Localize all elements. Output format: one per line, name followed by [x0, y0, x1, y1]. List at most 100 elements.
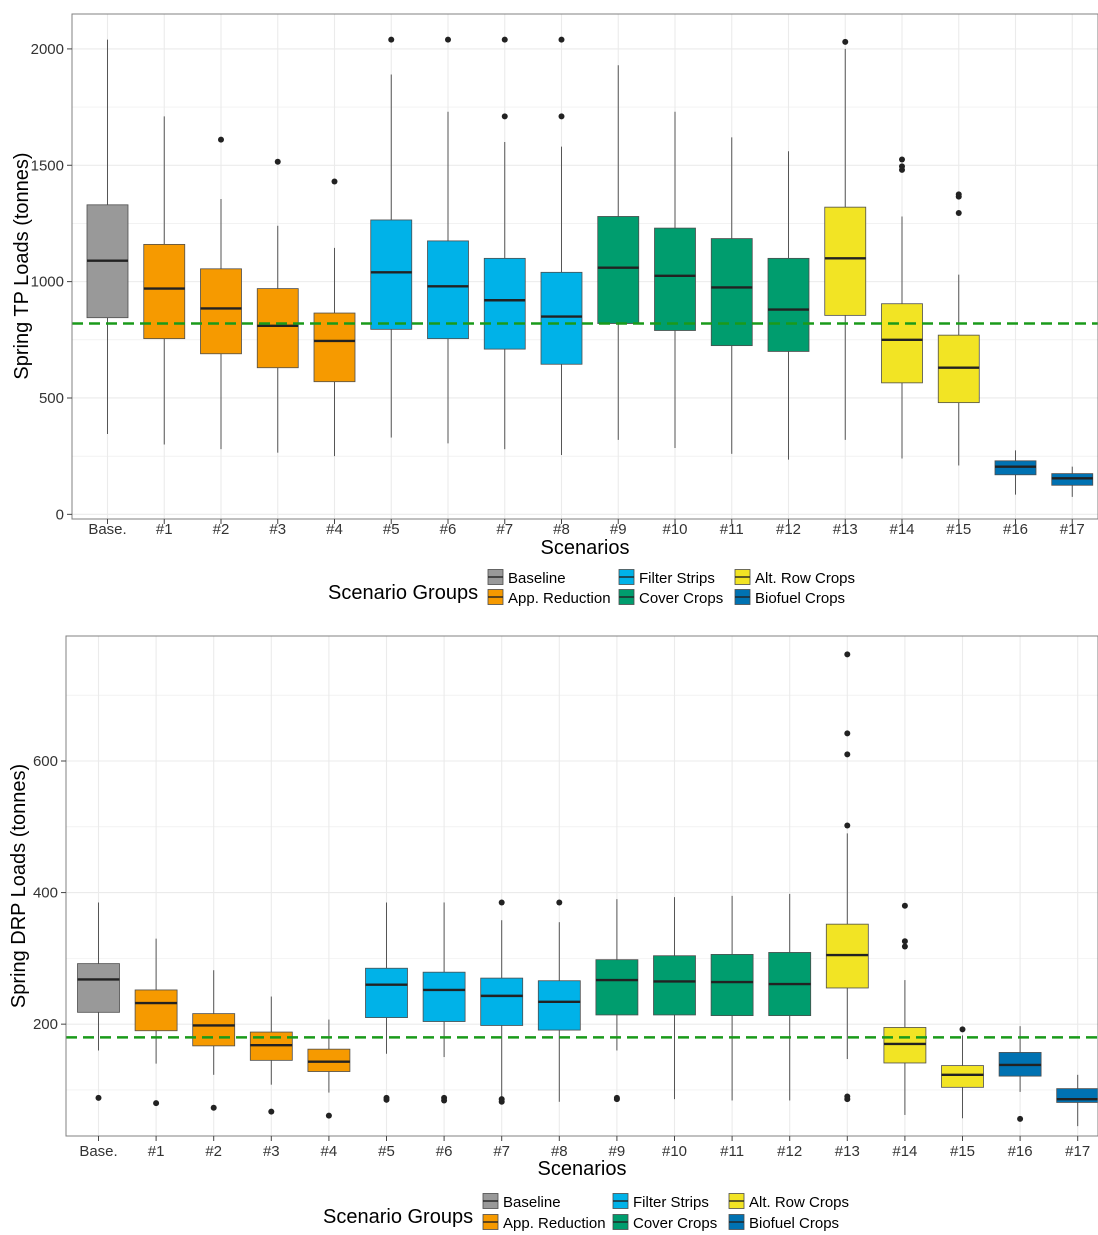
drp-x-tick-label: #5 [378, 1143, 395, 1160]
drp-loads-chart: 200 400 600 Base. #1 #2 #3 #4 #5 #6 #7 #8 #9 #10 #11 #… [8, 635, 1098, 1232]
tp-box-body [256, 288, 299, 369]
drp-box-17 [1056, 1074, 1098, 1127]
tp-outlier-point [842, 38, 849, 45]
tp-legend-item: Filter Strips [617, 568, 715, 587]
tp-x-tick-label: #5 [383, 521, 400, 538]
drp-y-tick-label: 400 [33, 885, 58, 902]
tp-box-17 [1051, 466, 1094, 497]
tp-outlier-point [388, 36, 395, 43]
tp-x-tick-label: #17 [1060, 521, 1085, 538]
tp-boxes [86, 36, 1094, 497]
drp-outlier-point [844, 651, 851, 658]
drp-box-body [653, 955, 696, 1016]
drp-legend-label: Baseline [503, 1194, 561, 1211]
tp-box-8 [540, 36, 583, 456]
drp-outlier-point [844, 822, 851, 829]
tp-box-13 [824, 38, 867, 440]
tp-box-body [824, 206, 867, 316]
drp-outlier-point [325, 1112, 332, 1119]
drp-box-0 [77, 902, 120, 1101]
drp-box-2 [192, 970, 236, 1111]
tp-box-14 [881, 156, 923, 459]
drp-box-15 [941, 1026, 984, 1119]
drp-box-body [365, 967, 408, 1018]
drp-x-ticks: Base. #1 #2 #3 #4 #5 #6 #7 #8 #9 #10 #11 #12 #13 #14 #1… [79, 1136, 1090, 1160]
tp-box-0 [86, 39, 129, 435]
tp-box-body [881, 303, 923, 384]
drp-outlier-point [844, 1093, 851, 1100]
tp-box-body [540, 271, 583, 365]
drp-legend-label: App. Reduction [503, 1215, 606, 1232]
tp-legend: Scenario Groups Baseline App. Reduction Fi… [328, 568, 855, 607]
tp-outlier-point [501, 36, 508, 43]
drp-x-tick-label: #17 [1065, 1143, 1090, 1160]
drp-box-9 [595, 899, 639, 1103]
tp-box-5 [370, 36, 413, 438]
drp-box-13 [825, 651, 869, 1103]
tp-outlier-point [558, 113, 565, 120]
drp-box-body [134, 989, 178, 1032]
drp-legend-item: App. Reduction [481, 1213, 606, 1232]
drp-legend-item: Alt. Row Crops [727, 1192, 849, 1211]
drp-box-body [422, 971, 466, 1022]
drp-legend: Scenario Groups Baseline App. Reduction Fi… [323, 1192, 849, 1232]
drp-x-tick-label: #4 [321, 1143, 338, 1160]
drp-x-tick-label: #16 [1008, 1143, 1033, 1160]
tp-box-body [370, 219, 413, 330]
drp-y-ticks: 200 400 600 [33, 753, 66, 1033]
drp-box-5 [365, 902, 408, 1103]
tp-y-ticks: 0 500 1000 1500 2000 [31, 41, 72, 523]
tp-y-tick-label: 1000 [31, 274, 64, 291]
drp-legend-item: Biofuel Crops [727, 1213, 839, 1232]
tp-x-tick-label: #13 [833, 521, 858, 538]
drp-box-body [710, 954, 754, 1017]
tp-outlier-point [899, 156, 905, 163]
tp-x-axis-title: Scenarios [541, 537, 630, 559]
drp-outlier-point [1017, 1115, 1024, 1122]
drp-outlier-point [95, 1094, 102, 1101]
tp-x-tick-label: #12 [776, 521, 801, 538]
drp-box-body [1056, 1088, 1098, 1103]
drp-box-body [480, 977, 524, 1026]
drp-outlier-point [901, 902, 908, 909]
tp-x-tick-label: #8 [553, 521, 570, 538]
drp-legend-label: Cover Crops [633, 1215, 717, 1232]
drp-box-1 [134, 938, 178, 1107]
tp-legend-label: Alt. Row Crops [755, 570, 855, 587]
tp-outlier-point [558, 36, 565, 43]
drp-box-body [595, 959, 639, 1016]
drp-outlier-point [498, 1096, 505, 1103]
tp-box-12 [767, 151, 810, 460]
drp-y-axis-title: Spring DRP Loads (tonnes) [8, 764, 30, 1008]
tp-plot-frame [71, 13, 1098, 520]
drp-x-tick-label: #15 [950, 1143, 975, 1160]
drp-x-tick-label: #11 [720, 1143, 744, 1160]
tp-legend-label: Baseline [508, 570, 566, 587]
tp-box-15 [937, 191, 980, 466]
drp-x-axis-title: Scenarios [538, 1158, 627, 1180]
tp-box-body [200, 268, 242, 355]
drp-box-body [941, 1065, 984, 1088]
drp-box-6 [422, 902, 466, 1104]
drp-x-tick-label: #6 [436, 1143, 453, 1160]
drp-outlier-point [383, 1094, 390, 1101]
drp-y-tick-label: 200 [33, 1016, 58, 1033]
tp-box-16 [994, 450, 1037, 495]
drp-box-body [537, 980, 581, 1031]
tp-box-10 [654, 111, 696, 449]
tp-x-tick-label: #6 [440, 521, 457, 538]
tp-x-tick-label: #2 [213, 521, 230, 538]
tp-loads-chart: 0 500 1000 1500 2000 Base. #1 #2 #3 #4 #5 #6 #7 #8 #9… [11, 13, 1098, 607]
drp-outlier-point [268, 1108, 275, 1115]
drp-outlier-point [498, 899, 505, 906]
drp-legend-label: Alt. Row Crops [749, 1194, 849, 1211]
drp-x-tick-label: #2 [205, 1143, 222, 1160]
tp-x-tick-label: #11 [720, 521, 744, 538]
drp-outlier-point [613, 1094, 620, 1101]
tp-legend-item: Cover Crops [617, 588, 723, 607]
drp-outlier-point [901, 943, 908, 950]
tp-box-3 [256, 158, 299, 453]
drp-outlier-point [959, 1026, 966, 1033]
tp-x-tick-label: #14 [889, 521, 914, 538]
drp-x-tick-label: #9 [609, 1143, 626, 1160]
